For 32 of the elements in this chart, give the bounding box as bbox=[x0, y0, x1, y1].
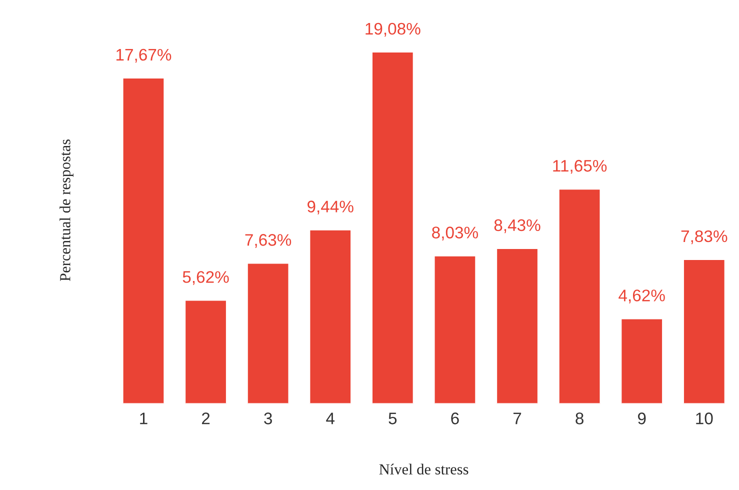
y-axis-title: Percentual de respostas bbox=[60, 139, 74, 282]
x-axis-title: Nível de stress bbox=[379, 464, 468, 474]
x-tick-label: 7 bbox=[513, 412, 522, 424]
x-tick-label: 3 bbox=[264, 412, 272, 424]
x-tick-label: 9 bbox=[638, 412, 646, 424]
data-label: 7,63% bbox=[245, 234, 292, 248]
bar bbox=[308, 228, 352, 404]
x-tick-label: 10 bbox=[696, 412, 713, 424]
data-label: 19,08% bbox=[366, 22, 420, 37]
bar bbox=[371, 51, 414, 404]
x-tick-label: 8 bbox=[576, 412, 584, 424]
data-label: 4,62% bbox=[618, 290, 665, 304]
bar bbox=[246, 262, 290, 404]
x-tick-label: 5 bbox=[388, 412, 397, 424]
data-label: 9,44% bbox=[308, 200, 354, 214]
bar bbox=[122, 77, 166, 404]
bar bbox=[682, 258, 726, 404]
data-label: 7,83% bbox=[681, 230, 728, 244]
x-tick-label: 1 bbox=[140, 412, 148, 424]
data-label: 5,62% bbox=[182, 271, 229, 285]
bar bbox=[184, 299, 228, 404]
x-tick-label: 4 bbox=[326, 412, 335, 424]
data-label: 8,43% bbox=[494, 219, 540, 234]
bar bbox=[558, 188, 602, 404]
data-label: 11,65% bbox=[553, 160, 607, 174]
x-tick-label: 2 bbox=[202, 412, 210, 424]
x-tick-label: 6 bbox=[451, 412, 459, 424]
data-label: 17,67% bbox=[116, 48, 172, 63]
bar bbox=[620, 318, 664, 404]
bar bbox=[433, 254, 477, 404]
data-label: 8,03% bbox=[432, 226, 478, 240]
bar bbox=[496, 248, 539, 404]
